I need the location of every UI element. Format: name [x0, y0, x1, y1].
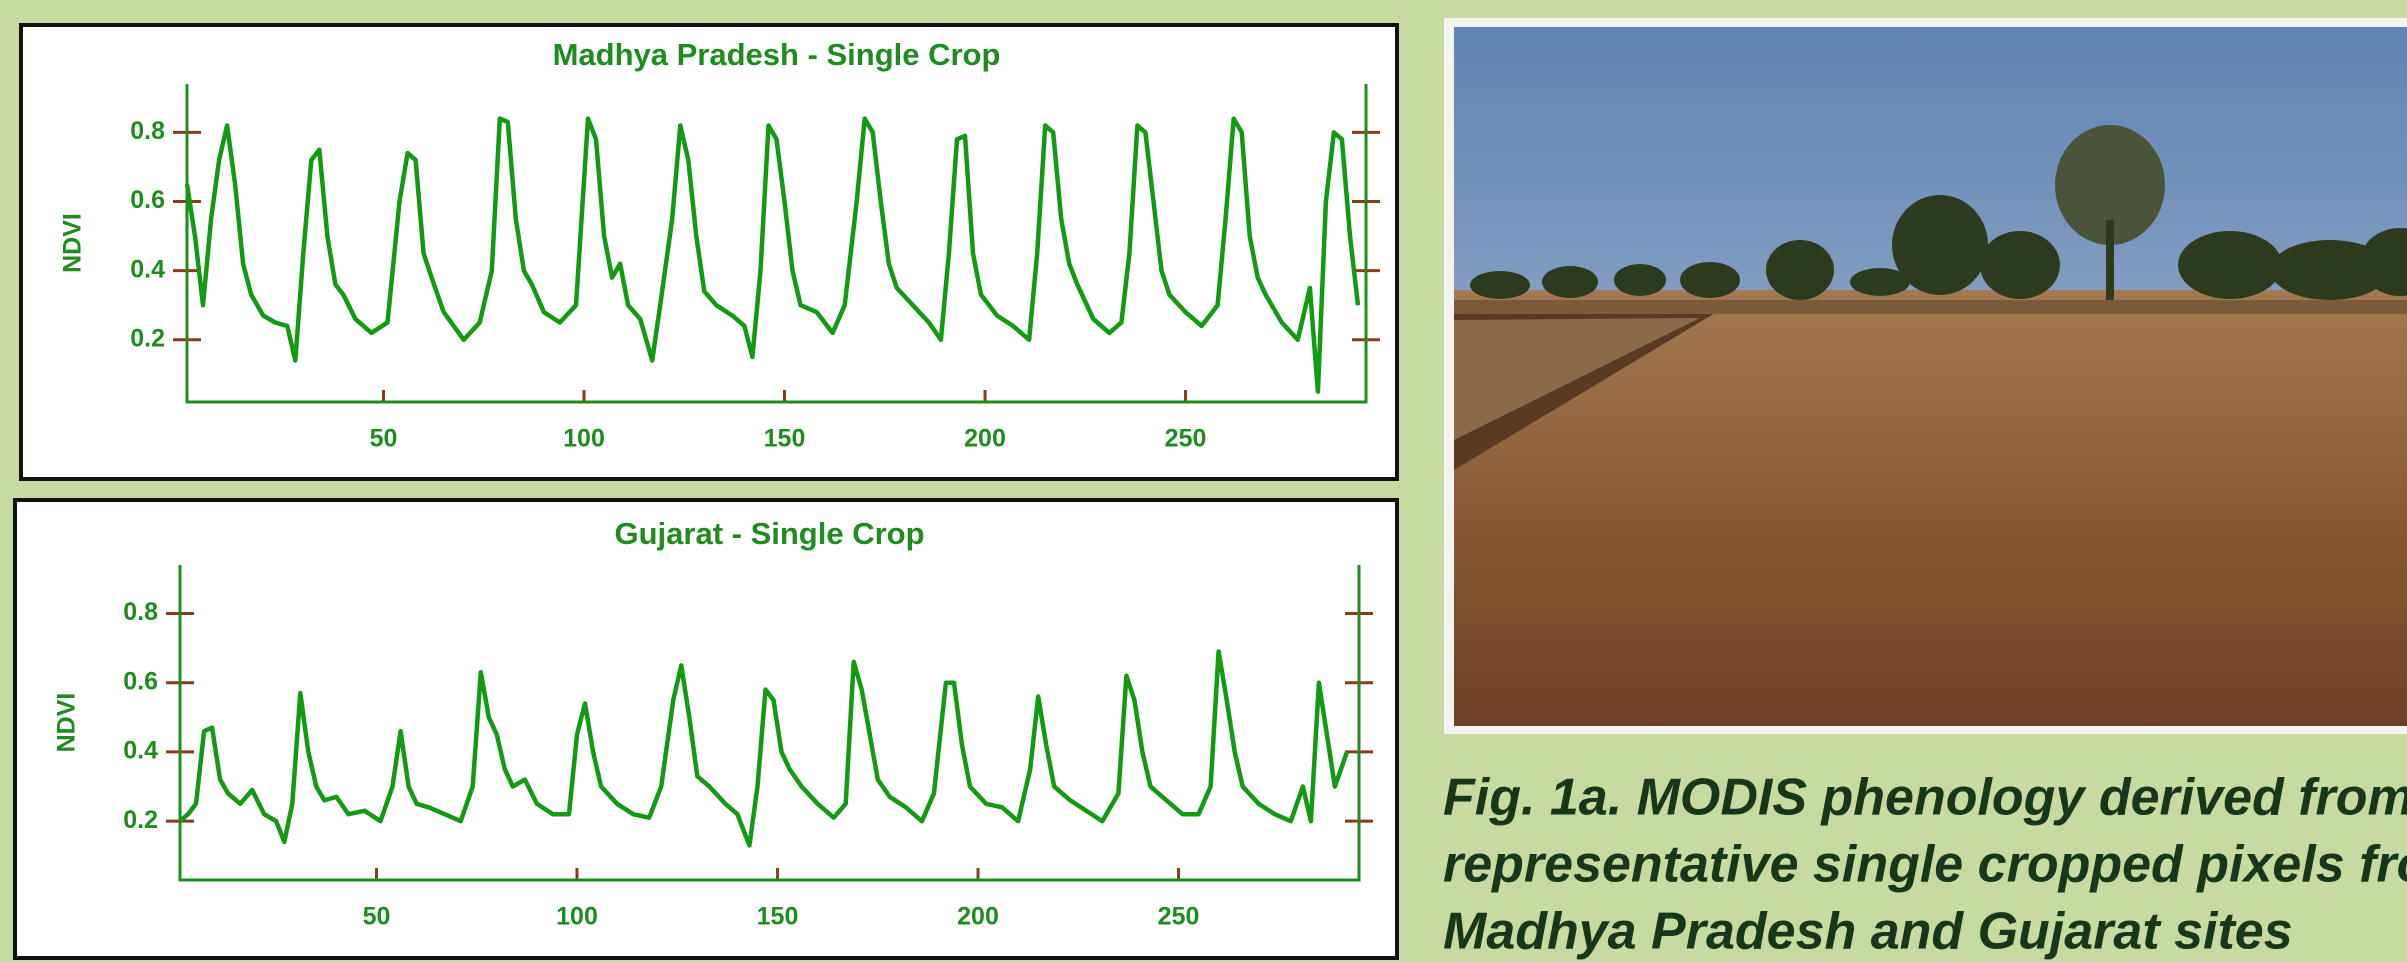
x-tick-label: 100: [563, 425, 605, 453]
y-axis-label: NDVI: [59, 213, 87, 273]
x-tick-label: 250: [1158, 903, 1200, 931]
y-tick-label: 0.4: [123, 737, 158, 765]
y-tick-label: 0.4: [130, 255, 165, 283]
y-tick-label: 0.8: [130, 117, 165, 145]
chart-panel: [21, 25, 1397, 479]
x-tick-label: 200: [957, 903, 999, 931]
x-tick-label: 200: [964, 425, 1006, 453]
caption-line: Madhya Pradesh and Gujarat sites: [1443, 903, 2293, 961]
figure: Madhya Pradesh - Single Crop NDVI 0.2 0.4 0.…: [0, 0, 2407, 962]
photo: [1444, 18, 2407, 734]
y-tick-label: 0.6: [123, 667, 158, 695]
x-tick-label: 100: [556, 903, 598, 931]
page: {"chart_data": [ {"type": "line", "title…: [0, 0, 2407, 962]
y-tick-label: 0.8: [123, 598, 158, 626]
y-tick-label: 0.6: [130, 186, 165, 214]
y-tick-label: 0.2: [123, 806, 158, 834]
x-tick-label: 150: [757, 903, 799, 931]
caption-line: Fig. 1a. MODIS phenology derived from: [1443, 769, 2407, 827]
x-tick-label: 50: [363, 903, 391, 931]
chart-title: Gujarat - Single Crop: [614, 516, 924, 551]
chart-title: Madhya Pradesh - Single Crop: [553, 37, 1001, 72]
caption-line: representative single cropped pixels fro…: [1443, 836, 2407, 894]
x-tick-label: 50: [370, 425, 398, 453]
chart-panel: [15, 500, 1397, 958]
x-tick-label: 150: [764, 425, 806, 453]
y-tick-label: 0.2: [130, 324, 165, 352]
y-axis-label: NDVI: [53, 693, 81, 753]
x-tick-label: 250: [1165, 425, 1207, 453]
